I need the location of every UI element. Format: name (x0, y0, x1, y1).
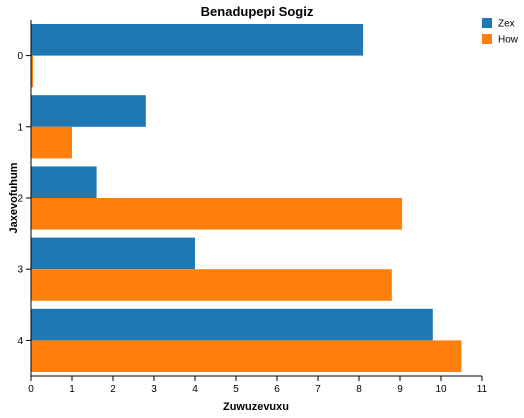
x-tick-label: 10 (435, 384, 447, 395)
bars (31, 24, 462, 372)
bar-zex-2 (31, 166, 97, 198)
bar-how-3 (31, 269, 392, 301)
x-tick-label: 3 (151, 384, 157, 395)
bar-zex-0 (31, 24, 364, 56)
legend-label-zex: Zex (498, 19, 515, 30)
x-axis-title: Zuwuzevuxu (223, 401, 289, 413)
x-tick-label: 8 (356, 384, 362, 395)
bar-how-1 (31, 126, 72, 159)
bar-zex-3 (31, 237, 195, 270)
x-tick-label: 5 (233, 384, 239, 395)
y-ticks: 0 1 2 3 4 (17, 51, 31, 347)
bar-how-4 (31, 340, 462, 372)
bar-how-2 (31, 198, 403, 230)
x-tick-label: 9 (397, 384, 403, 395)
bar-zex-1 (31, 95, 146, 127)
y-axis-title: Jaxevofuhum (8, 162, 20, 233)
x-ticks: 0 1 2 3 4 5 6 7 8 9 10 11 (28, 376, 488, 395)
legend: Zex How (482, 18, 519, 46)
x-tick-label: 0 (28, 384, 34, 395)
x-tick-label: 1 (69, 384, 75, 395)
x-tick-label: 4 (192, 384, 198, 395)
x-tick-label: 2 (110, 384, 116, 395)
chart-title: Benadupepi Sogiz (201, 4, 314, 19)
y-tick-label: 1 (17, 122, 23, 133)
x-tick-label: 6 (274, 384, 280, 395)
x-tick-label: 11 (477, 384, 488, 395)
legend-swatch-how (482, 34, 492, 44)
bar-how-0 (31, 55, 34, 88)
legend-label-how: How (498, 35, 519, 46)
bar-zex-4 (31, 308, 433, 341)
y-tick-label: 4 (17, 336, 23, 347)
y-tick-label: 2 (17, 194, 23, 205)
y-tick-label: 3 (17, 265, 23, 276)
x-tick-label: 7 (315, 384, 321, 395)
legend-swatch-zex (482, 18, 492, 28)
y-tick-label: 0 (17, 51, 23, 62)
